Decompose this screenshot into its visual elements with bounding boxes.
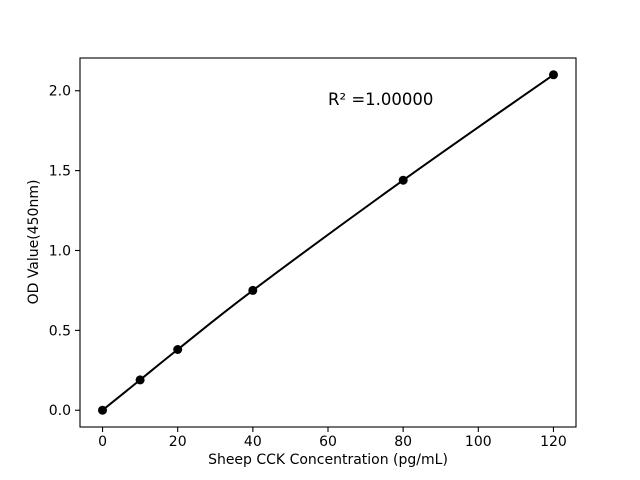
data-point	[98, 405, 107, 415]
data-point	[398, 175, 408, 185]
x-tick-label: 20	[169, 434, 187, 450]
y-tick-label: 0.5	[49, 323, 71, 339]
y-tick-label: 0.0	[49, 403, 71, 419]
series-line	[101, 73, 555, 411]
y-tick-label: 2.0	[49, 84, 71, 100]
data-point	[135, 375, 145, 385]
x-axis-label: Sheep CCK Concentration (pg/mL)	[208, 452, 448, 468]
y-axis-label: OD Value(450nm)	[26, 179, 42, 305]
x-tick-label: 40	[244, 434, 262, 450]
x-tick-label: 100	[465, 434, 492, 450]
y-tick-label: 1.5	[49, 164, 71, 180]
x-tick-label: 120	[540, 434, 567, 450]
data-point	[173, 345, 183, 354]
r-squared-annotation: R² =1.00000	[328, 90, 434, 109]
x-tick-label: 80	[394, 434, 412, 450]
y-tick-label: 1.0	[49, 243, 71, 259]
data-point	[248, 285, 258, 295]
data-point	[549, 70, 558, 80]
x-tick-label: 0	[98, 434, 107, 450]
x-tick-label: 60	[319, 434, 337, 450]
axis-frame	[79, 57, 577, 428]
